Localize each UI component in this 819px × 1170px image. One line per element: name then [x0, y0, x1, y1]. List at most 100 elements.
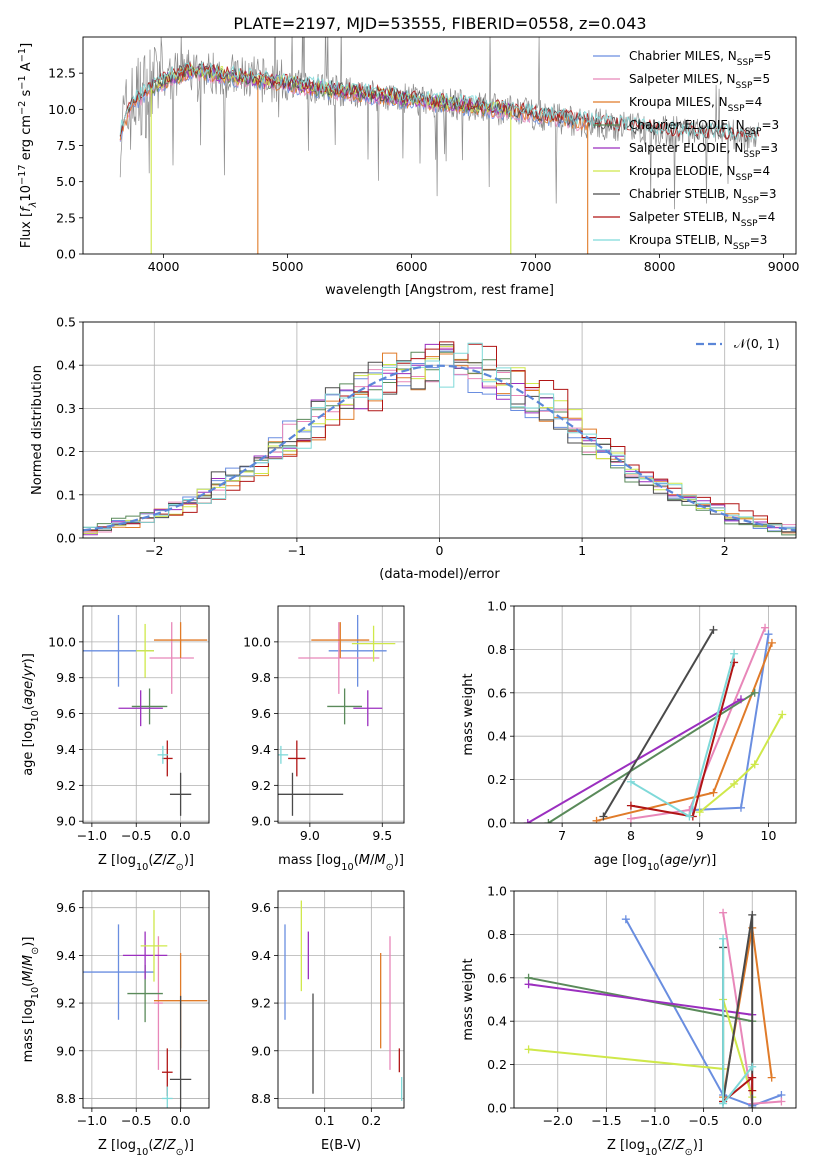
x-tick-label: 0.0: [171, 828, 191, 843]
x-axis-label: (data-model)/error: [379, 567, 500, 582]
weight-marker: [719, 908, 728, 917]
weight-marker: [709, 625, 718, 634]
y-tick-label: 0.0: [487, 816, 507, 831]
y-tick-label: 9.2: [251, 996, 271, 1011]
y-tick-label: 0.3: [56, 401, 76, 416]
data-point: [328, 614, 387, 687]
data-point: [353, 690, 383, 727]
legend-label: Kroupa ELODIE, NSSP=4: [629, 164, 770, 183]
plot-area-age-vs-mass: [278, 614, 396, 816]
y-tick-label: 9.6: [251, 900, 271, 915]
x-tick-label: −2: [145, 543, 163, 558]
weight-marker: [750, 760, 759, 769]
data-point: [169, 772, 192, 816]
x-axis-label: Z [log10(Z/Z⊙)]: [98, 853, 194, 873]
weight-line: [630, 653, 736, 819]
y-tick-label: 1.0: [487, 599, 507, 614]
y-axis-label: Flux [fλ10−17 erg cm−2 s−1 A−1]: [17, 43, 39, 248]
plot-area-age-vs-Z: [83, 614, 208, 816]
y-tick-label: 9.4: [56, 742, 76, 757]
weight-marker: [719, 934, 728, 943]
y-axis-label-group: age [log10(age/yr)]: [21, 653, 41, 776]
weight-marker: [748, 1086, 757, 1095]
data-point: [278, 745, 289, 764]
y-tick-label: 0.4: [487, 729, 507, 744]
x-tick-label: 9000: [768, 259, 800, 274]
y-tick-label: 0.4: [56, 358, 76, 373]
x-axis-label: wavelength [Angstrom, rest frame]: [325, 283, 554, 298]
y-tick-label: 12.5: [48, 66, 76, 81]
y-tick-label: 0.2: [487, 772, 507, 787]
y-axis-label: Normed distribution: [30, 365, 45, 495]
y-tick-label: 0.6: [487, 685, 507, 700]
y-tick-label: 7.5: [56, 138, 76, 153]
weight-marker: [719, 1099, 728, 1108]
legend-label: Salpeter MILES, NSSP=5: [629, 72, 770, 91]
y-tick-label: 0.2: [487, 1057, 507, 1072]
x-tick-label: −1.0: [77, 1113, 107, 1128]
legend-label: Kroupa STELIB, NSSP=3: [629, 233, 767, 252]
figure-title: PLATE=2197, MJD=53555, FIBERID=0558, z=0…: [233, 14, 646, 33]
weight-marker: [748, 910, 757, 919]
x-axis-label: E(B-V): [321, 1138, 361, 1153]
x-tick-label: 5000: [272, 259, 304, 274]
weight-series: [523, 695, 745, 823]
plot-area-mass-vs-Z: [83, 910, 208, 1108]
weight-marker: [730, 779, 739, 788]
x-tick-label: −1.0: [77, 828, 107, 843]
axes-frame: [513, 605, 797, 824]
spectrum-legend: Chabrier MILES, NSSP=5 Salpeter MILES, NS…: [593, 49, 779, 252]
data-point: [351, 625, 396, 662]
axes-weight-vs-age: 7 8 9 10 0.0 0.2 0.4 0.6 0.8 1.0 age [log10(age/yr…: [461, 599, 797, 873]
plot-area-spectrum: [119, 37, 760, 254]
y-tick-label: 9.8: [251, 670, 271, 685]
axes-residuals: −2 −1 0 1 2 0.0 0.1 0.2 0.3 0.4 0.5 𝒩(0, 1) (data-mo…: [30, 315, 797, 582]
x-tick-label: 1: [578, 543, 586, 558]
y-tick-label: 9.0: [251, 1043, 271, 1058]
weight-marker: [750, 688, 759, 697]
weight-marker: [736, 695, 745, 704]
y-tick-label: 8.8: [56, 1091, 76, 1106]
weight-marker: [767, 638, 776, 647]
data-point: [278, 772, 344, 816]
weight-marker: [592, 816, 601, 823]
data-point: [131, 688, 168, 725]
data-point: [327, 688, 362, 725]
y-axis-label-group: mass [log10(M/M⊙)]: [21, 937, 41, 1063]
y-tick-label: 0.8: [487, 927, 507, 942]
x-tick-label: 4000: [148, 259, 180, 274]
weight-series: [695, 710, 787, 817]
y-tick-label: 9.0: [56, 814, 76, 829]
weight-series: [719, 934, 757, 1108]
weight-marker: [748, 1104, 757, 1108]
legend-label: Salpeter STELIB, NSSP=4: [629, 210, 775, 229]
x-tick-label: 9.5: [372, 828, 392, 843]
weight-marker: [709, 788, 718, 797]
axes-age-vs-Z: −1.0 −0.5 0.0 9.0 9.2 9.4 9.6 9.8 10.0 Z [log10(Z…: [21, 605, 210, 873]
y-tick-label: 9.0: [56, 1043, 76, 1058]
data-point: [122, 931, 168, 980]
y-axis-label: age [log10(age/yr)]: [21, 653, 41, 776]
legend-label: Salpeter ELODIE, NSSP=3: [629, 141, 778, 160]
data-point: [83, 924, 154, 1020]
x-axis-label: age [log10(age/yr)]: [594, 853, 717, 873]
legend-label: Chabrier ELODIE, NSSP=3: [629, 118, 779, 137]
x-axis-label: mass [log10(M/M⊙)]: [278, 853, 404, 873]
y-tick-label: 0.0: [56, 247, 76, 262]
x-tick-label: 9.0: [300, 828, 320, 843]
weight-series: [626, 649, 739, 821]
data-point: [136, 623, 154, 678]
weight-marker: [599, 812, 608, 821]
weight-marker: [748, 1073, 757, 1082]
x-tick-label: 8000: [644, 259, 676, 274]
axes-frame: [82, 321, 797, 539]
y-tick-label: 8.8: [251, 1091, 271, 1106]
y-tick-label: 0.0: [56, 531, 76, 546]
y-tick-label: 9.6: [56, 900, 76, 915]
weight-marker: [626, 777, 635, 786]
x-tick-label: 7000: [520, 259, 552, 274]
data-point: [169, 995, 192, 1108]
y-tick-label: 1.0: [487, 884, 507, 899]
x-tick-label: −1.0: [640, 1113, 670, 1128]
x-axis-label: Z [log10(Z/Z⊙)]: [98, 1138, 194, 1158]
